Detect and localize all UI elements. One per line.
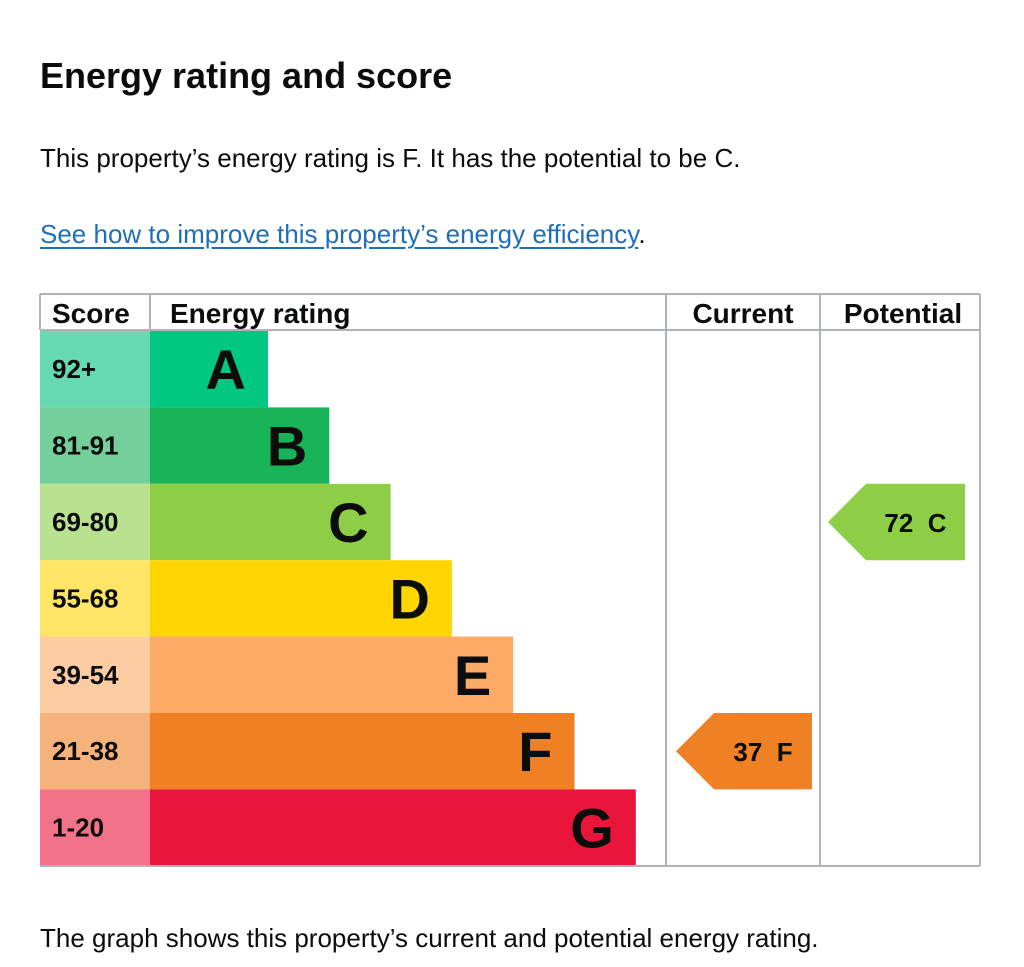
score-range-g: 1-20: [52, 813, 104, 843]
potential-rating-label: 72 C: [884, 508, 946, 538]
band-bar-a: [150, 331, 268, 408]
header-current: Current: [692, 298, 793, 329]
score-range-e: 39-54: [52, 660, 119, 690]
score-cell-a: [40, 331, 150, 408]
band-letter-g: G: [570, 797, 614, 860]
band-letter-b: B: [267, 415, 307, 478]
header-score: Score: [52, 298, 130, 329]
rating-summary: This property’s energy rating is F. It h…: [40, 143, 741, 173]
score-range-f: 21-38: [52, 736, 119, 766]
score-range-b: 81-91: [52, 431, 119, 461]
current-rating-arrow: [676, 713, 812, 790]
score-cell-b: [40, 407, 150, 484]
band-bar-e: [150, 636, 514, 713]
score-range-d: 55-68: [52, 583, 119, 613]
potential-rating-arrow: [828, 483, 965, 561]
markers-layer: 37 F 72 C: [676, 483, 965, 790]
score-cell-e: [40, 636, 150, 713]
page-title: Energy rating and score: [40, 55, 453, 96]
header-potential: Potential: [844, 298, 962, 329]
band-bar-g: [150, 789, 636, 866]
band-letter-a: A: [206, 338, 246, 401]
band-bar-b: [150, 407, 330, 484]
score-cell-c: [40, 483, 150, 561]
header-layer: Score Energy rating Current Potential: [52, 298, 962, 329]
graph-footnote: The graph shows this property’s current …: [40, 923, 819, 953]
bands-layer: 92+ A 81-91 B 69-80 C 55-68 D 39-54 E 21-38 F 1-20 G: [40, 331, 636, 866]
improve-efficiency-link[interactable]: See how to improve this property’s energ…: [40, 219, 639, 249]
score-range-a: 92+: [52, 354, 96, 384]
band-bar-f: [150, 713, 575, 790]
link-suffix: .: [638, 219, 646, 249]
band-letter-c: C: [328, 491, 368, 554]
band-bar-d: [150, 560, 452, 637]
score-range-c: 69-80: [52, 507, 119, 537]
score-cell-d: [40, 560, 150, 637]
improve-link-line: See how to improve this property’s energ…: [40, 216, 646, 252]
band-bar-c: [150, 483, 391, 561]
current-rating-label: 37 F: [733, 737, 792, 767]
band-letter-e: E: [454, 644, 491, 707]
band-letter-f: F: [518, 720, 552, 783]
band-letter-d: D: [389, 567, 429, 630]
header-energy-rating: Energy rating: [170, 298, 350, 329]
score-cell-f: [40, 713, 150, 790]
grid-layer: [39, 293, 981, 867]
score-cell-g: [40, 789, 150, 866]
